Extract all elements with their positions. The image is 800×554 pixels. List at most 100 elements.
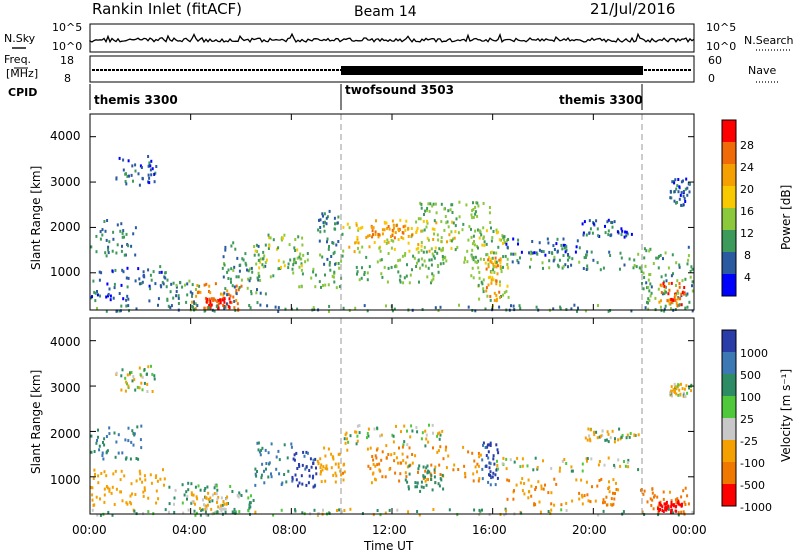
velocity-cell: [254, 467, 257, 471]
power-cell: [323, 229, 326, 233]
velocity-cell: [521, 464, 524, 468]
velocity-cell: [447, 454, 450, 458]
power-cell: [421, 229, 424, 233]
power-cell: [222, 275, 225, 279]
velocity-cell: [90, 450, 93, 454]
power-cell: [440, 202, 443, 206]
velocity-cell: [408, 446, 411, 450]
power-cell: [567, 253, 569, 256]
power-cell: [188, 279, 191, 283]
velocity-cell: [534, 488, 537, 491]
velocity-cell: [495, 443, 498, 447]
velocity-cell: [680, 504, 683, 508]
power-cell: [292, 271, 295, 275]
power-cell: [298, 265, 301, 269]
power-cell: [678, 197, 681, 201]
power-cell: [90, 245, 93, 249]
power-cell: [148, 176, 151, 180]
power-cell: [408, 249, 411, 253]
power-cell: [436, 264, 439, 267]
power-cell: [380, 258, 383, 262]
power-cell: [127, 159, 130, 163]
velocity-cell: [489, 462, 492, 466]
velocity-cell: [238, 510, 241, 514]
power-cell: [393, 226, 395, 230]
power-cell: [166, 278, 169, 282]
velocity-cell: [581, 469, 584, 473]
power-cell: [326, 257, 329, 261]
velocity-cell: [496, 476, 499, 480]
x-tick-2400: 00:00: [672, 523, 707, 537]
power-cell: [219, 298, 221, 302]
power-cell: [370, 225, 373, 229]
velocity-cell: [425, 437, 428, 441]
velocity-colorbar-title: Velocity [m s⁻¹]: [779, 369, 793, 462]
x-tick-1600: 16:00: [472, 523, 507, 537]
velocity-cell: [130, 440, 133, 444]
power-cell: [411, 233, 414, 237]
power-cell: [691, 284, 693, 288]
power-cell: [385, 304, 387, 308]
power-cell: [340, 259, 343, 263]
power-cell: [506, 257, 509, 261]
power-cell: [208, 297, 211, 301]
power-cell: [466, 260, 469, 264]
power-cell: [516, 259, 519, 263]
power-cell: [647, 297, 650, 301]
power-cell: [663, 289, 666, 293]
velocity-cell: [257, 448, 260, 452]
power-cell: [548, 266, 551, 270]
power-cell: [277, 259, 280, 263]
velocity-cell: [426, 477, 429, 481]
power-cell: [205, 300, 208, 304]
power-cell: [470, 274, 473, 278]
power-cell: [596, 227, 599, 231]
velocity-cell: [677, 511, 680, 515]
power-cell: [675, 187, 678, 191]
power-cell: [95, 250, 98, 254]
power-cell: [128, 309, 130, 313]
power-cell: [193, 301, 196, 305]
power-cell: [195, 288, 197, 291]
power-cell: [394, 231, 397, 235]
velocity-cell: [326, 467, 329, 471]
power-cell: [596, 261, 599, 265]
power-cell: [372, 226, 375, 230]
power-cell: [670, 274, 673, 278]
velocity-cell: [275, 455, 278, 459]
velocity-cell: [416, 485, 419, 489]
power-cell: [589, 227, 592, 231]
velocity-cell: [445, 445, 448, 449]
velocity-cell: [484, 446, 487, 449]
velocity-cell: [372, 462, 375, 466]
power-cell: [302, 253, 305, 257]
power-cell: [619, 267, 621, 271]
power-cell: [147, 180, 150, 184]
power-data-cells: [90, 155, 694, 313]
power-cell: [489, 259, 492, 263]
power-cell: [551, 251, 553, 255]
velocity-cell: [519, 465, 522, 469]
power-cell: [583, 220, 586, 224]
velocity-cell: [657, 513, 660, 517]
power-cell: [327, 283, 330, 287]
power-cell: [148, 181, 151, 185]
power-cell: [630, 309, 633, 313]
power-cell: [267, 247, 270, 250]
power-cell: [267, 233, 270, 237]
power-cell: [123, 253, 126, 257]
velocity-cell: [224, 510, 227, 514]
power-cell: [497, 230, 500, 234]
velocity-cell: [597, 513, 600, 517]
velocity-cell: [431, 423, 434, 427]
velocity-cell: [265, 462, 268, 465]
power-cell: [447, 209, 450, 213]
velocity-cell: [270, 475, 273, 479]
power-cell: [281, 236, 284, 240]
power-cell: [397, 238, 400, 241]
power-cell: [165, 285, 168, 289]
power-cell: [209, 299, 212, 303]
velocity-cell: [607, 440, 610, 444]
power-cell: [445, 221, 448, 225]
power-cell: [506, 284, 509, 288]
